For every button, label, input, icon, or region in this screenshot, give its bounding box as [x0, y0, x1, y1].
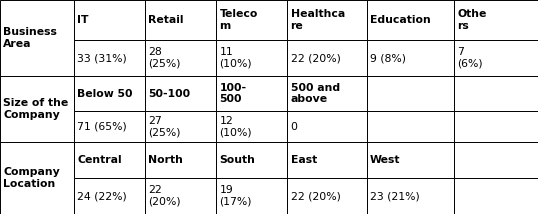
Bar	[216, 76, 287, 111]
Bar	[145, 178, 216, 214]
Bar	[287, 40, 367, 76]
Text: 9 (8%): 9 (8%)	[370, 53, 406, 63]
Bar	[454, 76, 538, 111]
Bar	[367, 178, 454, 214]
Bar	[454, 178, 538, 214]
Bar	[74, 143, 145, 178]
Text: 500 and
above: 500 and above	[291, 83, 339, 104]
Text: 50-100: 50-100	[148, 89, 190, 98]
Bar	[287, 76, 367, 111]
Bar	[0, 0, 74, 76]
Text: Retail: Retail	[148, 15, 184, 25]
Text: 27
(25%): 27 (25%)	[148, 116, 181, 138]
Text: 22 (20%): 22 (20%)	[291, 53, 341, 63]
Text: 28
(25%): 28 (25%)	[148, 47, 181, 69]
Text: 22
(20%): 22 (20%)	[148, 185, 181, 207]
Text: 71 (65%): 71 (65%)	[77, 122, 127, 132]
Text: South: South	[220, 155, 256, 165]
Bar	[0, 143, 74, 214]
Bar	[145, 111, 216, 143]
Bar	[145, 76, 216, 111]
Bar	[367, 111, 454, 143]
Bar	[145, 40, 216, 76]
Bar	[74, 111, 145, 143]
Bar	[454, 111, 538, 143]
Bar	[287, 0, 367, 40]
Text: 19
(17%): 19 (17%)	[220, 185, 252, 207]
Bar	[74, 0, 145, 40]
Text: 22 (20%): 22 (20%)	[291, 191, 341, 201]
Bar	[74, 40, 145, 76]
Text: 11
(10%): 11 (10%)	[220, 47, 252, 69]
Bar	[74, 178, 145, 214]
Text: 33 (31%): 33 (31%)	[77, 53, 127, 63]
Bar	[216, 178, 287, 214]
Text: Size of the
Company: Size of the Company	[3, 98, 68, 120]
Text: 100-
500: 100- 500	[220, 83, 246, 104]
Bar	[287, 111, 367, 143]
Bar	[367, 76, 454, 111]
Bar	[287, 178, 367, 214]
Text: 23 (21%): 23 (21%)	[370, 191, 420, 201]
Text: 7
(6%): 7 (6%)	[457, 47, 483, 69]
Text: Business
Area: Business Area	[3, 27, 57, 49]
Text: Education: Education	[370, 15, 431, 25]
Bar	[216, 143, 287, 178]
Bar	[216, 40, 287, 76]
Text: Othe
rs: Othe rs	[457, 9, 487, 31]
Text: Teleco
m: Teleco m	[220, 9, 258, 31]
Bar	[367, 0, 454, 40]
Bar	[367, 40, 454, 76]
Bar	[216, 0, 287, 40]
Bar	[145, 143, 216, 178]
Text: Healthca
re: Healthca re	[291, 9, 345, 31]
Bar	[454, 40, 538, 76]
Text: 24 (22%): 24 (22%)	[77, 191, 127, 201]
Text: North: North	[148, 155, 183, 165]
Bar	[216, 111, 287, 143]
Bar	[74, 76, 145, 111]
Text: Central: Central	[77, 155, 122, 165]
Text: IT: IT	[77, 15, 89, 25]
Text: Below 50: Below 50	[77, 89, 133, 98]
Bar	[454, 143, 538, 178]
Text: West: West	[370, 155, 401, 165]
Text: Company
Location: Company Location	[3, 167, 60, 189]
Bar	[0, 76, 74, 143]
Bar	[287, 143, 367, 178]
Text: East: East	[291, 155, 317, 165]
Bar	[145, 0, 216, 40]
Bar	[454, 0, 538, 40]
Bar	[367, 143, 454, 178]
Text: 12
(10%): 12 (10%)	[220, 116, 252, 138]
Text: 0: 0	[291, 122, 298, 132]
